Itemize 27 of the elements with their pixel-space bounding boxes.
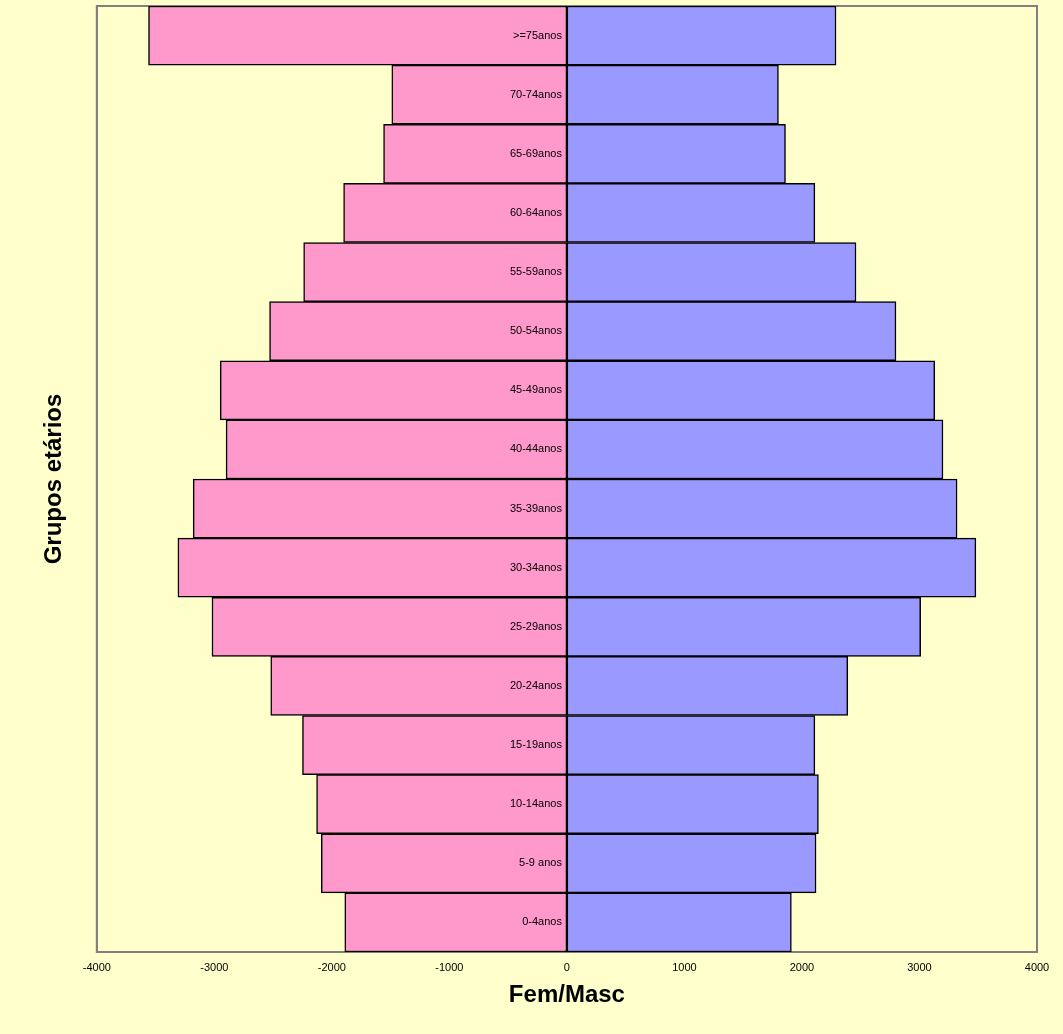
x-tick-label: -1000	[435, 960, 464, 973]
x-tick-label: 3000	[907, 960, 932, 973]
y-tick-label: 30-34anos	[509, 560, 563, 573]
x-tick-label: 0	[563, 960, 570, 973]
y-tick-label: 0-4anos	[522, 915, 563, 928]
x-axis-title: Fem/Masc	[508, 980, 625, 1008]
y-tick-label: 60-64anos	[509, 205, 563, 218]
y-tick-label: 35-39anos	[509, 501, 563, 514]
x-tick-label: 4000	[1024, 960, 1050, 973]
y-tick-label: 70-74anos	[509, 87, 563, 100]
x-tick-label: -4000	[82, 960, 111, 973]
y-tick-label: 25-29anos	[509, 619, 563, 632]
x-tick-label: -2000	[317, 960, 346, 973]
x-tick-label: -3000	[200, 960, 229, 973]
x-tick-label: 2000	[789, 960, 815, 973]
x-tick-label: 1000	[672, 960, 697, 973]
y-tick-label: 45-49anos	[509, 383, 563, 396]
y-tick-label: 55-59anos	[509, 265, 563, 278]
y-tick-label: 65-69anos	[509, 146, 563, 159]
y-tick-label: 15-19anos	[509, 738, 563, 751]
y-tick-label: 10-14anos	[509, 797, 563, 810]
y-tick-label: 40-44anos	[509, 442, 563, 455]
y-tick-label: 50-54anos	[509, 324, 563, 337]
y-tick-label: >=75anos	[512, 28, 563, 41]
y-tick-label: 20-24anos	[509, 678, 563, 691]
y-tick-label: 5-9 anos	[519, 856, 563, 869]
y-axis-title: Grupos etários	[39, 393, 67, 565]
